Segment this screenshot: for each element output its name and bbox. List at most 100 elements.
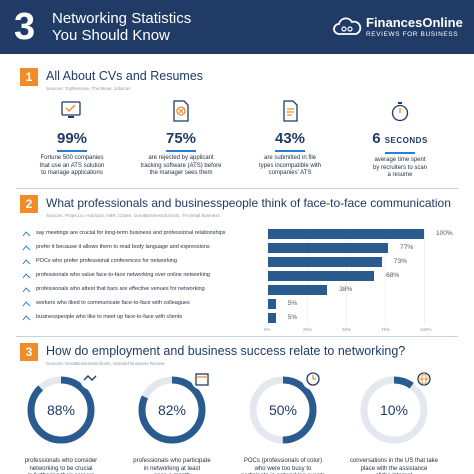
bar-label: say meetings are crucial for long-term b… xyxy=(36,230,226,236)
bar-row: say meetings are crucial for long-term b… xyxy=(22,229,462,239)
bar xyxy=(268,313,276,323)
people-icon xyxy=(22,301,31,307)
grid-line xyxy=(385,228,386,325)
axis-tick-label: 50% xyxy=(342,327,352,332)
header-banner: 3 Networking Statistics You Should Know … xyxy=(0,0,474,54)
donut-description: POCs (professionals of color) who were to… xyxy=(241,458,325,474)
stat-value: 75% xyxy=(165,130,197,147)
file-icon xyxy=(283,100,298,122)
axis-tick-label: 0% xyxy=(264,327,271,332)
stat-description: are rejected by applicant tracking softwa… xyxy=(140,155,222,176)
stat-card: 6 SECONDS average time spent by recruiter… xyxy=(350,100,450,180)
people-icon xyxy=(22,231,31,237)
donut-chart xyxy=(27,376,95,444)
bar-value-label: 77% xyxy=(400,244,414,251)
section1-source: Sources: TopResume, The Muse, Jobscan xyxy=(46,86,131,91)
people-icon xyxy=(22,245,31,251)
stat-value: 99% xyxy=(56,130,88,147)
grid-line xyxy=(424,228,425,325)
section-divider xyxy=(16,336,458,337)
bar-value-label: 100% xyxy=(436,230,453,237)
people-icon xyxy=(22,259,31,265)
stat-underline xyxy=(385,152,415,154)
donut-value: 88% xyxy=(46,402,76,418)
stat-value: 43% xyxy=(274,130,306,147)
donut-chart xyxy=(360,376,428,444)
bar-label: professionals who value face-to-face net… xyxy=(36,272,210,278)
donut-value: 10% xyxy=(379,402,409,418)
stat-card: 43% are submitted in file types incompati… xyxy=(240,100,340,178)
bar-row: professionals who attest that bars are e… xyxy=(22,285,462,295)
people-icon xyxy=(22,315,31,321)
page-title-line2: You Should Know xyxy=(52,27,170,44)
bar xyxy=(268,299,276,309)
stat-card: 99% Fortune 500 companies that use an ATS… xyxy=(22,100,122,178)
donut-arc xyxy=(249,376,317,444)
people-icon xyxy=(22,287,31,293)
section3-title: How do employment and business success r… xyxy=(46,344,406,358)
bar-row: businesspeople who like to meet up face-… xyxy=(22,313,462,323)
bar-label: prefer it because it allows them to read… xyxy=(36,244,210,250)
bar xyxy=(268,285,328,295)
donut-card: 10% conversations in the US that take plac… xyxy=(339,368,449,474)
stat-underline xyxy=(57,150,87,152)
bar-value-label: 68% xyxy=(386,272,400,279)
stat-value: 6 SECONDS xyxy=(372,130,428,147)
axis-tick-label: 25% xyxy=(303,327,313,332)
donut-description: professionals who consider networking to … xyxy=(24,458,98,474)
globe-icon xyxy=(413,368,435,390)
cloud-logo-icon xyxy=(333,17,362,35)
bar xyxy=(268,229,424,239)
bar-value-label: 5% xyxy=(287,314,298,321)
section2-number: 2 xyxy=(20,195,38,213)
section1-title: All About CVs and Resumes xyxy=(46,69,204,83)
bar xyxy=(268,257,382,267)
header-number: 3 xyxy=(14,6,36,48)
section2-title: What professionals and businesspeople th… xyxy=(46,196,451,210)
donut-description: professionals who participate in networki… xyxy=(133,458,211,474)
bar-row: workers who liked to communicate face-to… xyxy=(22,299,462,309)
bar-row: POCs who prefer professional conferences… xyxy=(22,257,462,267)
bar-label: professionals who attest that bars are e… xyxy=(36,286,205,292)
calendar-icon xyxy=(191,368,213,390)
logo-tagline: REVIEWS FOR BUSINESS xyxy=(366,31,459,38)
axis-tick-label: 100% xyxy=(420,327,432,332)
section3-source: Sources: GreatBusinessSchools, Harvard B… xyxy=(46,361,165,366)
stat-card: 75% are rejected by applicant tracking so… xyxy=(131,100,231,178)
section3-number: 3 xyxy=(20,343,38,361)
stat-underline xyxy=(166,150,196,152)
donut-description: conversations in the US that take place w… xyxy=(349,458,439,474)
bar-row: prefer it because it allows them to read… xyxy=(22,243,462,253)
bar-value-label: 38% xyxy=(339,286,353,293)
donut-card: 82% professionals who participate in netwo… xyxy=(117,368,227,474)
bar-value-label: 5% xyxy=(287,300,298,307)
clock-icon xyxy=(302,368,324,390)
stat-description: average time spent by recruiters to scan a… xyxy=(372,157,428,178)
handshake-icon xyxy=(80,368,102,390)
section2-source: Sources: Project.io, HubSpot, HBR, Chalm… xyxy=(46,213,220,218)
donut-chart xyxy=(138,376,206,444)
stopwatch-icon xyxy=(391,102,409,122)
stat-description: are submitted in file types incompatible … xyxy=(258,155,322,176)
donut-arc xyxy=(138,376,206,444)
logo-name[interactable]: FinancesOnline xyxy=(366,15,463,30)
donut-arc xyxy=(360,376,428,444)
section-divider xyxy=(16,188,458,189)
bar-label: POCs who prefer professional conferences… xyxy=(36,258,177,264)
page-title: Networking Statistics You Should Know xyxy=(52,10,191,44)
donut-value: 82% xyxy=(157,402,187,418)
donut-card: 50% POCs (professionals of color) who were… xyxy=(228,368,338,474)
bar-row: professionals who value face-to-face net… xyxy=(22,271,462,281)
stat-description: Fortune 500 companies that use an ATS sol… xyxy=(39,155,105,176)
section1-number: 1 xyxy=(20,68,38,86)
rejected-document-icon xyxy=(173,100,189,122)
bar xyxy=(268,243,389,253)
axis-tick-label: 75% xyxy=(381,327,391,332)
donut-arc xyxy=(27,376,95,444)
donut-chart xyxy=(249,376,317,444)
stat-underline xyxy=(275,150,305,152)
bar-value-label: 73% xyxy=(393,258,407,265)
page-title-line1: Networking Statistics xyxy=(52,10,192,27)
people-icon xyxy=(22,273,31,279)
bar-label: businesspeople who like to meet up face-… xyxy=(36,314,183,320)
